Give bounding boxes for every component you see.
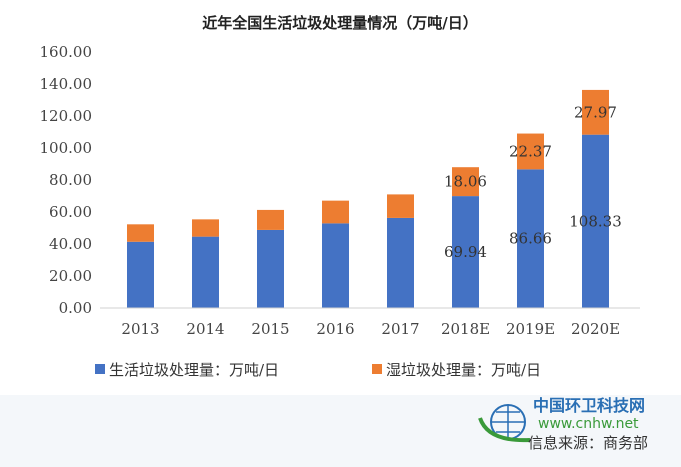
chart-title: 近年全国生活垃圾处理量情况（万吨/日） xyxy=(202,14,477,32)
y-tick-label: 60.00 xyxy=(49,203,92,221)
bar-1-2016 xyxy=(322,200,349,224)
bar-1-2017 xyxy=(387,194,414,218)
bar-1-2014 xyxy=(192,219,219,237)
y-tick-label: 0.00 xyxy=(59,299,92,317)
bar-1-2013 xyxy=(127,224,154,242)
y-tick-label: 160.00 xyxy=(40,43,93,61)
bar-0-2017 xyxy=(387,217,414,308)
bar-0-2015 xyxy=(257,229,284,308)
data-label: 27.97 xyxy=(574,103,617,121)
y-tick-label: 120.00 xyxy=(40,107,93,125)
data-label: 22.37 xyxy=(509,142,552,160)
watermark-brand: 中国环卫科技网 xyxy=(533,396,646,415)
y-tick-label: 100.00 xyxy=(40,139,93,157)
x-tick-label: 2014 xyxy=(186,320,224,338)
x-tick-label: 2013 xyxy=(121,320,159,338)
y-tick-label: 40.00 xyxy=(49,235,92,253)
x-tick-label: 2018E xyxy=(441,320,490,338)
bars: 69.94 18.06 86.66 22.37 108.33 27.97 xyxy=(127,89,622,308)
bar-1-2018E xyxy=(452,167,479,197)
bar-0-2019E xyxy=(517,169,544,308)
y-axis: 0.00 20.00 40.00 60.00 80.00 100.00 120.00 140.… xyxy=(40,43,93,317)
x-tick-label: 2016 xyxy=(316,320,354,338)
bar-1-2020E xyxy=(582,89,609,135)
legend-swatch-1 xyxy=(372,364,382,374)
bar-0-2014 xyxy=(192,236,219,308)
chart-background xyxy=(0,0,681,395)
legend-label-0: 生活垃圾处理量：万吨/日 xyxy=(109,361,279,379)
data-label: 86.66 xyxy=(509,230,552,248)
watermark-url: www.cnhw.net xyxy=(538,416,639,432)
y-tick-label: 140.00 xyxy=(40,75,93,93)
data-label: 108.33 xyxy=(569,212,622,230)
bar-1-2019E xyxy=(517,133,544,170)
bar-0-2013 xyxy=(127,241,154,308)
bar-0-2016 xyxy=(322,223,349,308)
y-tick-label: 80.00 xyxy=(49,171,92,189)
legend-swatch-0 xyxy=(95,364,105,374)
globe-logo-icon xyxy=(478,404,531,443)
x-tick-label: 2015 xyxy=(251,320,289,338)
bar-1-2015 xyxy=(257,209,284,230)
x-tick-label: 2019E xyxy=(506,320,555,338)
legend-label-1: 湿垃圾处理量：万吨/日 xyxy=(386,361,541,379)
y-tick-label: 20.00 xyxy=(49,267,92,285)
source-note: 信息来源：商务部 xyxy=(528,434,649,452)
x-tick-label: 2017 xyxy=(381,320,419,338)
x-axis: 2013 2014 2015 2016 2017 2018E 2019E 2020E xyxy=(121,320,620,338)
watermark: 中国环卫科技网 www.cnhw.net 信息来源：商务部 xyxy=(478,396,678,466)
data-label: 69.94 xyxy=(444,243,487,261)
data-label: 18.06 xyxy=(444,173,487,191)
x-tick-label: 2020E xyxy=(571,320,620,338)
bar-0-2020E xyxy=(582,134,609,308)
bar-0-2018E xyxy=(452,196,479,308)
legend: 生活垃圾处理量：万吨/日 湿垃圾处理量：万吨/日 xyxy=(95,361,541,379)
